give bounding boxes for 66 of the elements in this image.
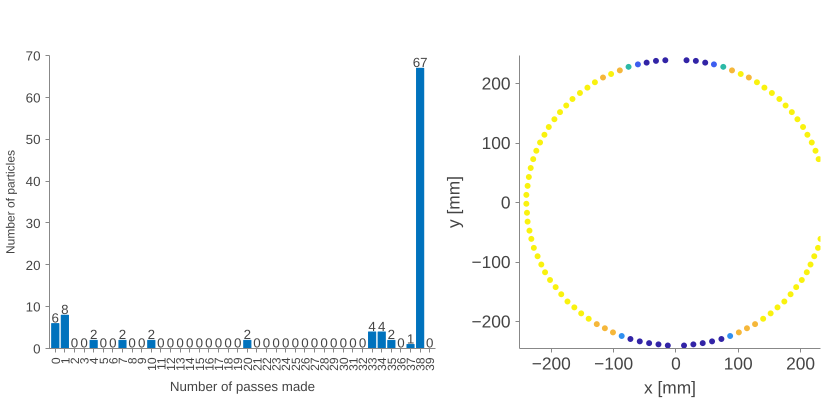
data-label: 0 [358,336,366,350]
data-label: 0 [320,336,328,350]
y-tick-label: 20 [26,258,41,273]
data-label: 0 [157,336,165,350]
data-label: 0 [109,336,117,350]
data-label: 0 [138,336,146,350]
y-tick-label: 50 [26,132,41,148]
bar [243,340,252,348]
bar [147,340,156,348]
y-tick-label: 70 [26,48,41,64]
data-label: 2 [388,327,396,342]
data-label: 0 [224,336,232,350]
y-tick-label: 60 [26,90,41,106]
data-label: 4 [368,318,376,334]
y-tick-label: 100 [482,133,511,154]
data-label: 0 [166,336,174,350]
x-tick-label: 39 [423,357,438,371]
y-tick-label: 200 [482,73,511,94]
y-axis-title: Number of particles [4,150,18,254]
x-axis-title: x [mm] [644,378,696,398]
data-label: 0 [310,336,318,350]
data-label: 0 [80,336,88,350]
y-axis-title: y [mm] [443,176,464,228]
data-label: 0 [262,336,270,350]
y-tick-label: 30 [26,216,41,231]
y-tick-label: 40 [26,174,41,190]
y-tick-label: 10 [26,300,41,315]
data-label: 0 [292,336,300,350]
data-label: 2 [244,327,252,342]
y-tick-label: −200 [471,312,510,332]
y-tick-label: −100 [471,252,510,272]
x-tick-label: −100 [594,354,634,374]
data-label: 6 [52,310,59,326]
data-label: 1 [406,331,414,346]
x-tick-label: 200 [786,354,816,374]
data-label: 4 [378,318,386,334]
y-tick-label: 0 [500,192,511,213]
data-label: 0 [282,336,290,350]
x-axis-title: Number of passes made [170,378,316,394]
x-tick-label: 0 [671,354,681,374]
data-label: 0 [100,336,107,350]
data-label: 0 [234,336,242,350]
data-label: 0 [128,336,136,350]
data-label: 0 [186,336,194,350]
data-label: 0 [397,336,405,350]
data-label: 0 [176,336,184,350]
data-label: 0 [272,336,280,350]
bar [118,340,127,348]
data-label: 67 [412,55,428,70]
x-tick-label: 100 [724,354,753,374]
data-label: 0 [349,336,357,350]
data-label: 0 [70,336,78,350]
data-label: 0 [330,336,338,350]
data-label: 0 [214,336,222,350]
data-label: 2 [148,327,155,342]
data-label: 0 [340,336,348,350]
data-label: 8 [61,302,69,318]
data-label: 0 [301,336,309,350]
data-label: 0 [205,336,213,350]
x-tick-label: −200 [532,354,571,374]
data-label: 2 [118,327,126,342]
data-label: 0 [196,336,204,350]
data-label: 0 [253,336,261,350]
data-label: 2 [90,327,98,342]
bar [90,340,98,348]
data-label: 0 [426,336,434,350]
